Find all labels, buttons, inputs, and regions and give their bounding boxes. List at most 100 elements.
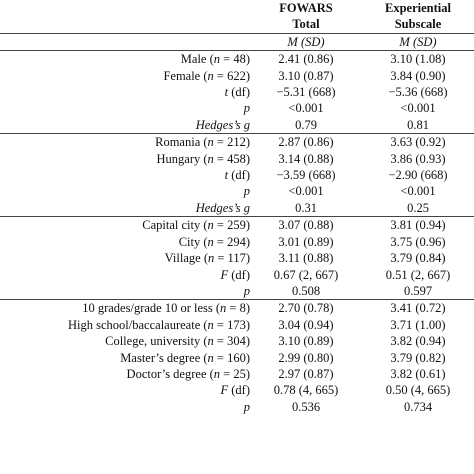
table-row: Doctor’s degree (n = 25) 2.97 (0.87) 3.82 … (0, 366, 474, 382)
fowars-total-value: 3.11 (0.88) (278, 251, 334, 266)
row-label: Doctor’s degree (n = 25) (126, 366, 250, 381)
header-row-1: FOWARS Experiential (0, 0, 474, 16)
row-label: t (df) (224, 168, 250, 183)
fowars-total-value: 3.14 (0.88) (278, 151, 334, 166)
row-label: Capital city (n = 259) (0, 216, 250, 234)
row-label: Romania (n = 212) (0, 133, 250, 151)
fowars-total-value: 0.78 (4, 665) (273, 383, 339, 398)
fowars-total-value: 0.536 (291, 399, 321, 414)
row-label: p (243, 283, 250, 298)
experiential-subscale-value: 3.79 (0.82) (390, 350, 446, 365)
fowars-total-value: 2.87 (0.86) (250, 133, 362, 151)
experiential-subscale-value: 0.25 (407, 200, 429, 215)
row-label: City (n = 294) (178, 234, 250, 249)
table-row: Romania (n = 212) 2.87 (0.86) 3.63 (0.92) (0, 133, 474, 151)
row-label: Village (n = 117) (164, 251, 250, 266)
table-row: College, university (n = 304) 3.10 (0.89)… (0, 333, 474, 349)
fowars-total-value: 2.41 (0.86) (250, 50, 362, 68)
header-row-2: Total Subscale (0, 16, 474, 33)
table-row: p 0.508 0.597 (0, 283, 474, 300)
row-label: Master’s degree (n = 160) (120, 350, 250, 365)
fowars-total-value: <0.001 (288, 101, 324, 116)
experiential-subscale-value: 3.79 (0.84) (390, 251, 446, 266)
table-row: p 0.536 0.734 (0, 399, 474, 415)
experiential-subscale-value: 0.51 (2, 667) (385, 267, 451, 282)
stat-label-col1: M (SD) (250, 32, 362, 51)
table-body: Male (n = 48) 2.41 (0.86) 3.10 (1.08) Femal… (0, 50, 474, 415)
table-row: Female (n = 622) 3.10 (0.87) 3.84 (0.90) (0, 68, 474, 84)
fowars-total-value: 0.508 (291, 283, 321, 298)
row-label: p (243, 101, 250, 116)
fowars-total-value: 0.79 (295, 117, 317, 132)
experiential-subscale-value: −5.36 (668) (388, 85, 448, 100)
table-row: City (n = 294) 3.01 (0.89) 3.75 (0.96) (0, 234, 474, 250)
row-label: Hungary (n = 458) (156, 151, 251, 166)
row-label: F (df) (220, 267, 250, 282)
fowars-total-value: <0.001 (288, 184, 324, 199)
table-row: t (df) −3.59 (668) −2.90 (668) (0, 167, 474, 183)
row-label: Hedges’s g (195, 200, 250, 215)
table-row: Hedges’s g 0.31 0.25 (0, 200, 474, 217)
header-empty-cell (0, 0, 250, 16)
fowars-total-value: 2.97 (0.87) (278, 366, 334, 381)
fowars-total-value: 3.10 (0.87) (278, 68, 334, 83)
fowars-total-value: 2.70 (0.78) (250, 299, 362, 317)
table-row: F (df) 0.67 (2, 667) 0.51 (2, 667) (0, 267, 474, 283)
row-label: Female (n = 622) (163, 68, 250, 83)
experiential-subscale-value: 3.86 (0.93) (390, 151, 446, 166)
table-row: Hedges’s g 0.79 0.81 (0, 117, 474, 134)
experiential-subscale-value: 3.63 (0.92) (362, 133, 474, 151)
header-subscale: Subscale (394, 17, 442, 32)
row-label: F (df) (220, 383, 250, 398)
row-label: t (df) (224, 85, 250, 100)
fowars-total-value: 3.07 (0.88) (250, 216, 362, 234)
fowars-total-value: −3.59 (668) (276, 168, 336, 183)
experiential-subscale-value: −2.90 (668) (388, 168, 448, 183)
experiential-subscale-value: <0.001 (400, 184, 436, 199)
row-label: Hedges’s g (195, 117, 250, 132)
header-total: Total (292, 17, 320, 32)
experiential-subscale-value: 3.10 (1.08) (362, 50, 474, 68)
table-row: p <0.001 <0.001 (0, 183, 474, 199)
table-row: High school/baccalaureate (n = 173) 3.04 … (0, 317, 474, 333)
experiential-subscale-value: 0.734 (403, 399, 433, 414)
row-label: 10 grades/grade 10 or less (n = 8) (0, 299, 250, 317)
table-row: Capital city (n = 259) 3.07 (0.88) 3.81 (0… (0, 216, 474, 234)
table-row: Hungary (n = 458) 3.14 (0.88) 3.86 (0.93) (0, 151, 474, 167)
fowars-total-value: 3.04 (0.94) (278, 317, 334, 332)
experiential-subscale-value: 3.84 (0.90) (390, 68, 446, 83)
stat-label-row: M (SD) M (SD) (0, 32, 474, 51)
table-row: Male (n = 48) 2.41 (0.86) 3.10 (1.08) (0, 50, 474, 68)
fowars-total-value: 0.31 (295, 200, 317, 215)
header-empty-cell (0, 16, 250, 33)
experiential-subscale-value: 3.82 (0.94) (390, 334, 446, 349)
table-row: Master’s degree (n = 160) 2.99 (0.80) 3.79… (0, 350, 474, 366)
fowars-total-value: 3.10 (0.89) (278, 334, 334, 349)
statistics-table: FOWARS Experiential Total Subscale M (SD… (0, 0, 474, 415)
stat-label-col2: M (SD) (362, 32, 474, 51)
fowars-total-value: 2.99 (0.80) (278, 350, 334, 365)
experiential-subscale-value: 3.75 (0.96) (390, 234, 446, 249)
table-row: t (df) −5.31 (668) −5.36 (668) (0, 84, 474, 100)
row-label: Male (n = 48) (0, 50, 250, 68)
experiential-subscale-value: 3.82 (0.61) (390, 366, 446, 381)
stat-label-empty (0, 32, 250, 51)
experiential-subscale-value: 3.71 (1.00) (390, 317, 446, 332)
table-row: F (df) 0.78 (4, 665) 0.50 (4, 665) (0, 382, 474, 398)
table-row: Village (n = 117) 3.11 (0.88) 3.79 (0.84) (0, 250, 474, 266)
fowars-total-value: 3.01 (0.89) (278, 234, 334, 249)
experiential-subscale-value: 0.81 (407, 117, 429, 132)
table-row: 10 grades/grade 10 or less (n = 8) 2.70 (… (0, 299, 474, 317)
experiential-subscale-value: 0.597 (403, 283, 433, 298)
experiential-subscale-value: 0.50 (4, 665) (385, 383, 451, 398)
fowars-total-value: −5.31 (668) (276, 85, 336, 100)
fowars-total-value: 0.67 (2, 667) (273, 267, 339, 282)
row-label: p (243, 399, 250, 414)
header-fowars: FOWARS (279, 1, 333, 15)
table-row: p <0.001 <0.001 (0, 100, 474, 116)
experiential-subscale-value: 3.81 (0.94) (362, 216, 474, 234)
experiential-subscale-value: 3.41 (0.72) (362, 299, 474, 317)
row-label: p (243, 184, 250, 199)
header-experiential: Experiential (385, 1, 451, 15)
experiential-subscale-value: <0.001 (400, 101, 436, 116)
